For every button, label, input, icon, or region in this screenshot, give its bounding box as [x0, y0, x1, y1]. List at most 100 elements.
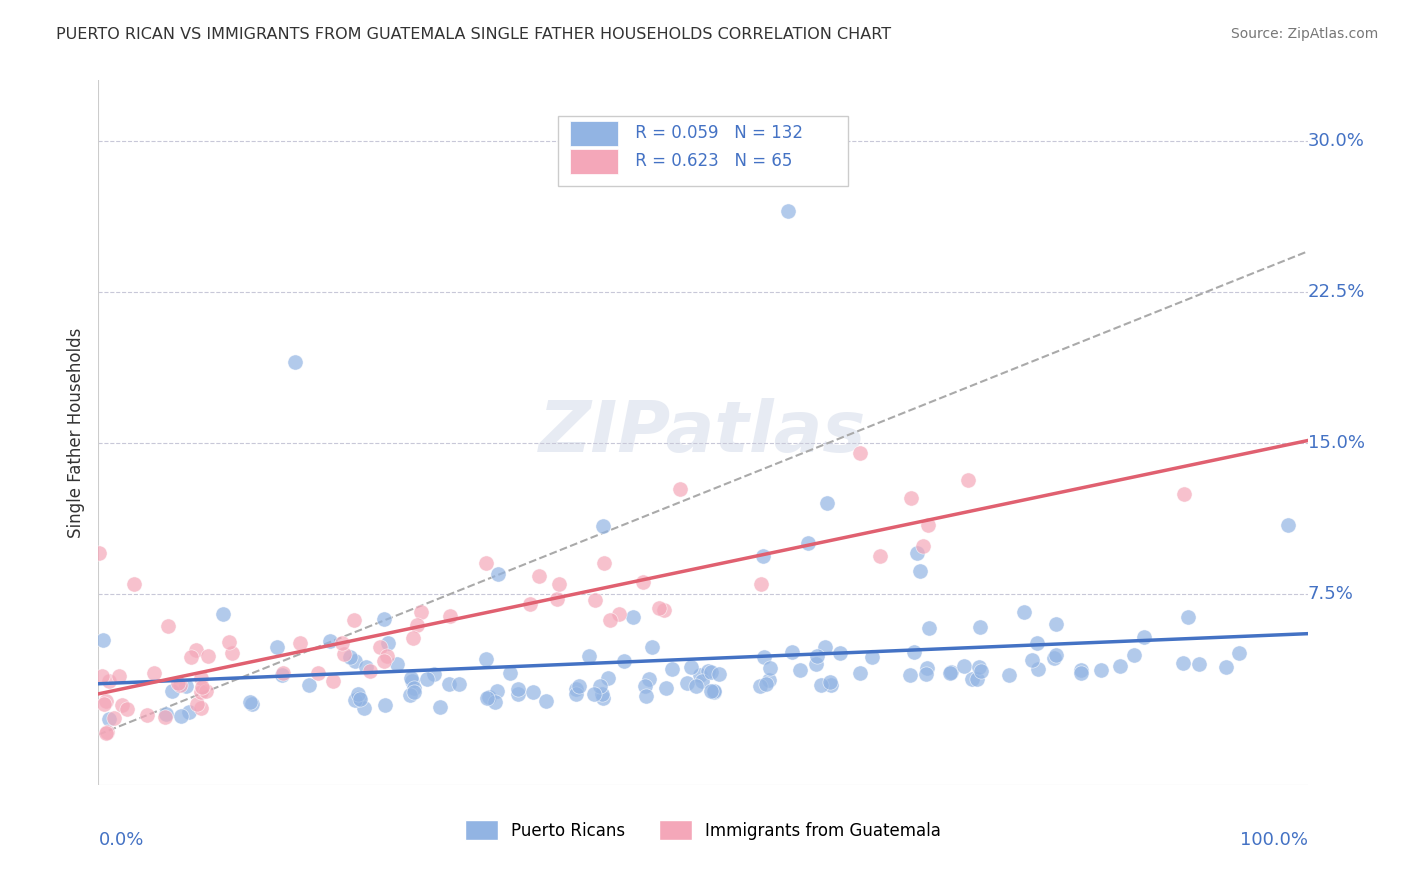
Immigrants from Guatemala	[957, 473, 980, 487]
Puerto Ricans	[915, 661, 938, 675]
Puerto Ricans	[339, 649, 361, 664]
Puerto Ricans	[696, 665, 718, 679]
Puerto Ricans	[177, 705, 200, 719]
Immigrants from Guatemala	[87, 546, 110, 560]
Puerto Ricans	[484, 695, 506, 709]
Puerto Ricans	[240, 697, 263, 711]
Puerto Ricans	[578, 648, 600, 663]
Puerto Ricans	[402, 685, 425, 699]
Immigrants from Guatemala	[411, 605, 433, 619]
Puerto Ricans	[416, 673, 439, 687]
Puerto Ricans	[755, 677, 778, 691]
Puerto Ricans	[953, 659, 976, 673]
Puerto Ricans	[797, 536, 820, 550]
Puerto Ricans	[1108, 658, 1130, 673]
Text: 0.0%: 0.0%	[98, 830, 143, 849]
Puerto Ricans	[1070, 663, 1092, 677]
Immigrants from Guatemala	[186, 642, 208, 657]
Immigrants from Guatemala	[359, 664, 381, 678]
Puerto Ricans	[815, 496, 838, 510]
Immigrants from Guatemala	[271, 666, 294, 681]
Puerto Ricans	[700, 665, 723, 679]
Puerto Ricans	[401, 671, 423, 685]
Puerto Ricans	[592, 690, 614, 705]
Puerto Ricans	[1227, 646, 1250, 660]
Immigrants from Guatemala	[190, 671, 212, 685]
Puerto Ricans	[399, 688, 422, 702]
Puerto Ricans	[266, 640, 288, 655]
Immigrants from Guatemala	[194, 683, 217, 698]
Puerto Ricans	[354, 660, 377, 674]
Puerto Ricans	[752, 650, 775, 665]
Puerto Ricans	[789, 663, 811, 677]
Immigrants from Guatemala	[593, 556, 616, 570]
Immigrants from Guatemala	[583, 593, 606, 607]
Puerto Ricans	[860, 650, 883, 665]
Puerto Ricans	[447, 677, 470, 691]
Immigrants from Guatemala	[652, 602, 675, 616]
Puerto Ricans	[1014, 605, 1036, 619]
Puerto Ricans	[160, 684, 183, 698]
Immigrants from Guatemala	[330, 636, 353, 650]
Immigrants from Guatemala	[599, 613, 621, 627]
FancyBboxPatch shape	[569, 121, 619, 145]
Puerto Ricans	[810, 678, 832, 692]
Immigrants from Guatemala	[180, 650, 202, 665]
Puerto Ricans	[522, 684, 544, 698]
Puerto Ricans	[347, 690, 370, 705]
Puerto Ricans	[759, 661, 782, 675]
Immigrants from Guatemala	[103, 711, 125, 725]
Text: 30.0%: 30.0%	[1308, 132, 1364, 150]
Immigrants from Guatemala	[633, 575, 655, 590]
Puerto Ricans	[1043, 650, 1066, 665]
Puerto Ricans	[91, 632, 114, 647]
Puerto Ricans	[749, 679, 772, 693]
Immigrants from Guatemala	[156, 618, 179, 632]
Puerto Ricans	[565, 687, 588, 701]
Immigrants from Guatemala	[124, 576, 146, 591]
Immigrants from Guatemala	[94, 693, 117, 707]
Immigrants from Guatemala	[111, 698, 134, 713]
Puerto Ricans	[212, 607, 235, 621]
Puerto Ricans	[914, 667, 936, 681]
Puerto Ricans	[565, 681, 588, 696]
Immigrants from Guatemala	[529, 569, 551, 583]
Puerto Ricans	[634, 689, 657, 703]
Immigrants from Guatemala	[869, 549, 891, 563]
Puerto Ricans	[903, 645, 925, 659]
Puerto Ricans	[849, 665, 872, 680]
Puerto Ricans	[806, 657, 828, 671]
Immigrants from Guatemala	[288, 636, 311, 650]
Puerto Ricans	[938, 665, 960, 680]
Puerto Ricans	[486, 684, 509, 698]
Puerto Ricans	[905, 546, 928, 560]
Immigrants from Guatemala	[439, 609, 461, 624]
Immigrants from Guatemala	[107, 669, 129, 683]
Immigrants from Guatemala	[96, 724, 118, 739]
Puerto Ricans	[780, 645, 803, 659]
Immigrants from Guatemala	[197, 648, 219, 663]
Puerto Ricans	[828, 646, 851, 660]
Immigrants from Guatemala	[143, 665, 166, 680]
Puerto Ricans	[353, 701, 375, 715]
Puerto Ricans	[700, 684, 723, 698]
Puerto Ricans	[690, 673, 713, 688]
Puerto Ricans	[98, 712, 121, 726]
Immigrants from Guatemala	[373, 654, 395, 668]
Puerto Ricans	[641, 640, 664, 654]
Immigrants from Guatemala	[94, 725, 117, 739]
Puerto Ricans	[297, 677, 319, 691]
Puerto Ricans	[347, 687, 370, 701]
Puerto Ricans	[676, 675, 699, 690]
Immigrants from Guatemala	[402, 631, 425, 645]
Puerto Ricans	[613, 654, 636, 668]
Puerto Ricans	[1188, 657, 1211, 672]
Puerto Ricans	[969, 620, 991, 634]
Text: 15.0%: 15.0%	[1308, 434, 1365, 451]
Puerto Ricans	[534, 694, 557, 708]
Puerto Ricans	[284, 355, 307, 369]
Immigrants from Guatemala	[547, 576, 569, 591]
Immigrants from Guatemala	[911, 539, 934, 553]
Puerto Ricans	[703, 684, 725, 698]
Puerto Ricans	[239, 695, 262, 709]
